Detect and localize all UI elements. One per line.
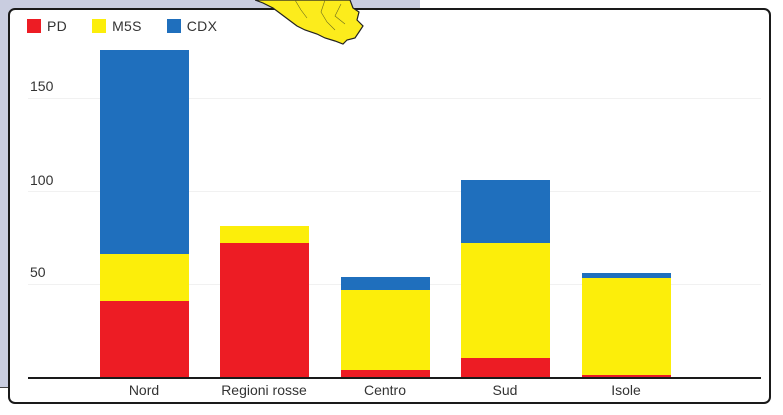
bar-segment-cdx <box>341 276 430 290</box>
bar-sud <box>461 179 550 377</box>
x-axis-line <box>28 377 761 379</box>
x-label-centro: Centro <box>363 382 407 398</box>
legend-item-cdx: CDX <box>166 18 218 34</box>
bar-segment-m5s <box>220 226 309 244</box>
bar-segment-pd <box>341 369 430 377</box>
map-fragment-icon <box>255 0 364 45</box>
bar-segment-m5s <box>582 278 671 376</box>
bar-segment-pd <box>582 375 671 377</box>
y-tick-100: 100 <box>30 172 54 188</box>
gridline-150 <box>28 98 761 99</box>
bar-segment-cdx <box>582 272 671 279</box>
legend-label-cdx: CDX <box>186 18 218 34</box>
bar-segment-m5s <box>100 254 189 301</box>
y-tick-150: 150 <box>30 78 54 94</box>
chart-container: PD M5S CDX 150 100 50 Nord Regioni rosse… <box>8 8 771 404</box>
legend-item-pd: PD <box>27 18 67 34</box>
x-label-sud: Sud <box>492 382 518 398</box>
bar-centro <box>341 276 430 377</box>
x-label-isole: Isole <box>611 382 641 398</box>
bar-segment-m5s <box>461 243 550 359</box>
x-label-nord: Nord <box>128 382 160 398</box>
background-strip <box>420 0 783 8</box>
bar-isole <box>582 272 671 377</box>
bar-segment-m5s <box>341 289 430 370</box>
x-label-regioni-rosse: Regioni rosse <box>221 382 307 398</box>
legend-swatch-pd <box>27 19 41 33</box>
bar-nord <box>100 49 189 377</box>
bar-segment-cdx <box>100 49 189 255</box>
legend-swatch-cdx <box>166 19 181 33</box>
legend-label-m5s: M5S <box>112 18 142 34</box>
plot-area: 150 100 50 Nord Regioni rosse Centro Sud… <box>10 10 769 402</box>
legend-swatch-m5s <box>92 19 107 33</box>
bar-segment-pd <box>461 358 550 377</box>
legend-item-m5s: M5S <box>92 18 142 34</box>
y-tick-50: 50 <box>30 264 46 280</box>
bar-segment-cdx <box>461 179 550 244</box>
legend-label-pd: PD <box>47 18 68 34</box>
bar-segment-pd <box>100 300 189 377</box>
chart-legend: PD M5S CDX <box>27 16 242 36</box>
bar-regioni-rosse <box>220 226 309 377</box>
bar-segment-pd <box>220 243 309 377</box>
gridline-100 <box>28 191 761 192</box>
